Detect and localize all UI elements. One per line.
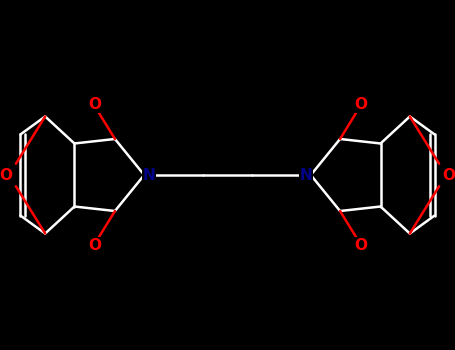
Text: N: N (300, 168, 313, 182)
Text: O: O (354, 238, 367, 253)
Text: O: O (0, 168, 12, 182)
Text: O: O (443, 168, 455, 182)
Text: O: O (88, 238, 101, 253)
Text: O: O (88, 97, 101, 112)
Text: O: O (354, 97, 367, 112)
Text: N: N (142, 168, 155, 182)
